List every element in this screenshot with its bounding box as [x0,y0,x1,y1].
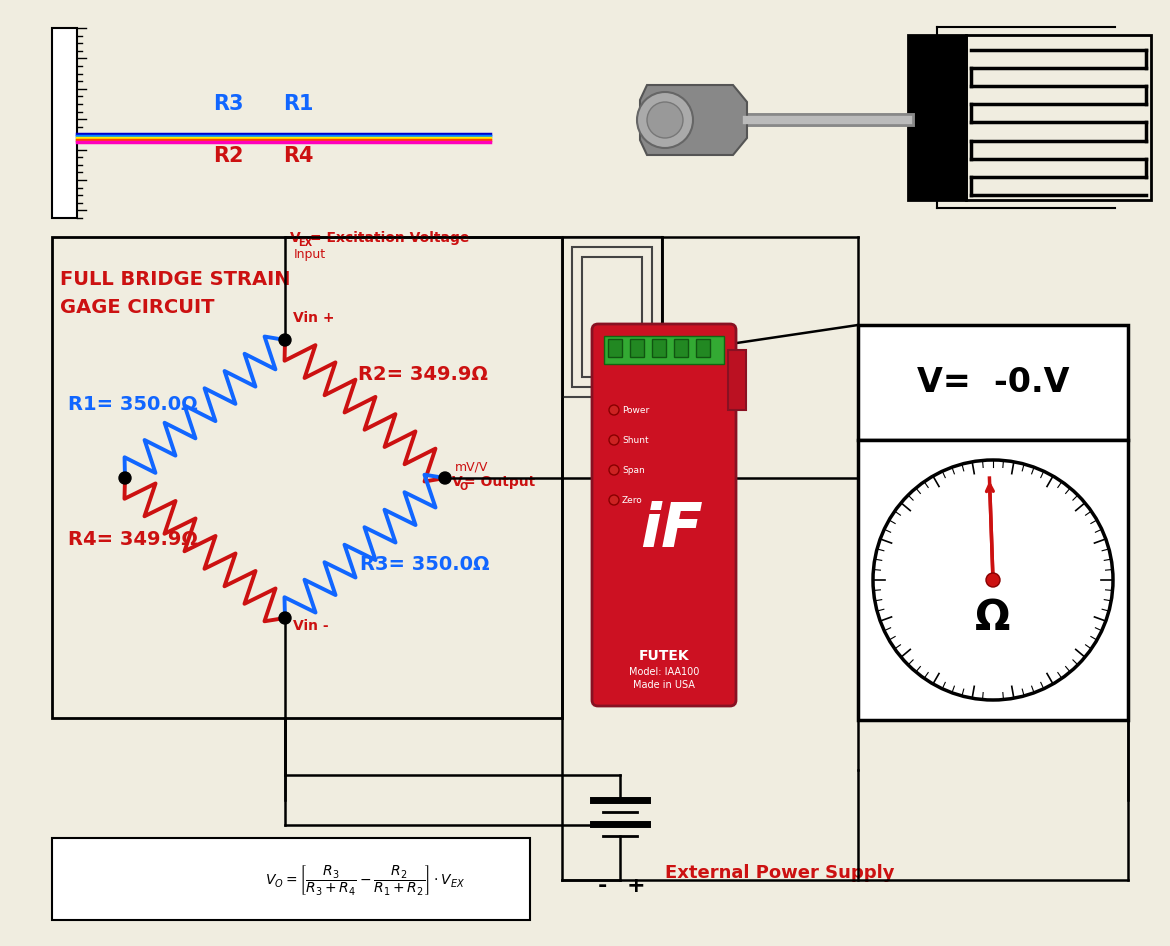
Circle shape [636,92,693,148]
Bar [51,28,77,218]
Text: Model: IAA100: Model: IAA100 [628,667,700,677]
Bar [966,35,1151,200]
Text: R3: R3 [213,94,243,114]
Text: R4: R4 [283,146,314,166]
Text: Input: Input [294,248,326,261]
Text: FUTEK: FUTEK [639,649,689,663]
Text: Ω: Ω [976,597,1011,639]
Text: EX: EX [298,238,312,248]
Text: = Output: = Output [464,475,535,489]
Circle shape [278,334,291,346]
Text: Zero: Zero [622,496,642,504]
Polygon shape [640,85,746,155]
Text: External Power Supply: External Power Supply [666,864,895,882]
Bar [858,325,1128,440]
Text: R3= 350.0Ω: R3= 350.0Ω [360,555,489,574]
Text: Span: Span [622,465,645,475]
Text: R1: R1 [283,94,314,114]
Text: +: + [627,876,646,896]
Bar [629,339,644,357]
Bar [562,237,662,397]
Text: Shunt: Shunt [622,435,648,445]
Text: Power: Power [622,406,649,414]
Bar [652,339,666,357]
Text: R2= 349.9Ω: R2= 349.9Ω [358,365,488,384]
Text: iF: iF [641,500,703,559]
Circle shape [610,435,619,445]
Text: V: V [290,231,301,245]
Bar [572,247,652,387]
Text: Vin -: Vin - [292,619,329,633]
Circle shape [647,102,683,138]
Bar [858,440,1128,720]
Circle shape [610,405,619,415]
Bar [608,339,622,357]
Text: R1= 350.0Ω: R1= 350.0Ω [68,395,198,414]
Text: Resistive arms  = R1 , R2 , R3 , R4: Resistive arms = R1 , R2 , R3 , R4 [64,852,304,865]
Text: EX: EX [228,874,241,883]
Bar [51,237,562,718]
FancyBboxPatch shape [592,324,736,706]
Text: O: O [200,892,208,901]
Bar [581,257,642,377]
Circle shape [439,472,450,484]
Text: $V_O = \left[\dfrac{R_3}{R_3+R_4} - \dfrac{R_2}{R_1+R_2}\right] \cdot V_{EX}$: $V_O = \left[\dfrac{R_3}{R_3+R_4} - \dfr… [264,863,464,897]
Bar [604,336,724,364]
Text: O: O [460,482,468,492]
Text: Voltage Excitation = V: Voltage Excitation = V [64,870,221,883]
Text: FULL BRIDGE STRAIN: FULL BRIDGE STRAIN [60,270,290,289]
Circle shape [873,460,1113,700]
Circle shape [278,612,291,624]
Text: R4= 349.9Ω: R4= 349.9Ω [68,530,198,549]
Text: GAGE CIRCUIT: GAGE CIRCUIT [60,298,214,317]
Text: V=  -0.V: V= -0.V [917,366,1069,399]
Text: Vin +: Vin + [292,311,335,325]
Bar [908,35,966,200]
Text: R2: R2 [213,146,243,166]
Text: V: V [452,475,463,489]
Circle shape [119,472,131,484]
Text: Made in USA: Made in USA [633,680,695,690]
Text: Output Voltage = V: Output Voltage = V [64,888,200,901]
Bar [696,339,710,357]
Bar [674,339,688,357]
Circle shape [610,465,619,475]
Bar [728,350,746,410]
Circle shape [610,495,619,505]
Circle shape [986,573,1000,587]
Bar [51,838,530,920]
Text: -: - [598,876,607,896]
Text: mV/V: mV/V [455,460,488,473]
Text: = Excitation Voltage: = Excitation Voltage [310,231,469,245]
